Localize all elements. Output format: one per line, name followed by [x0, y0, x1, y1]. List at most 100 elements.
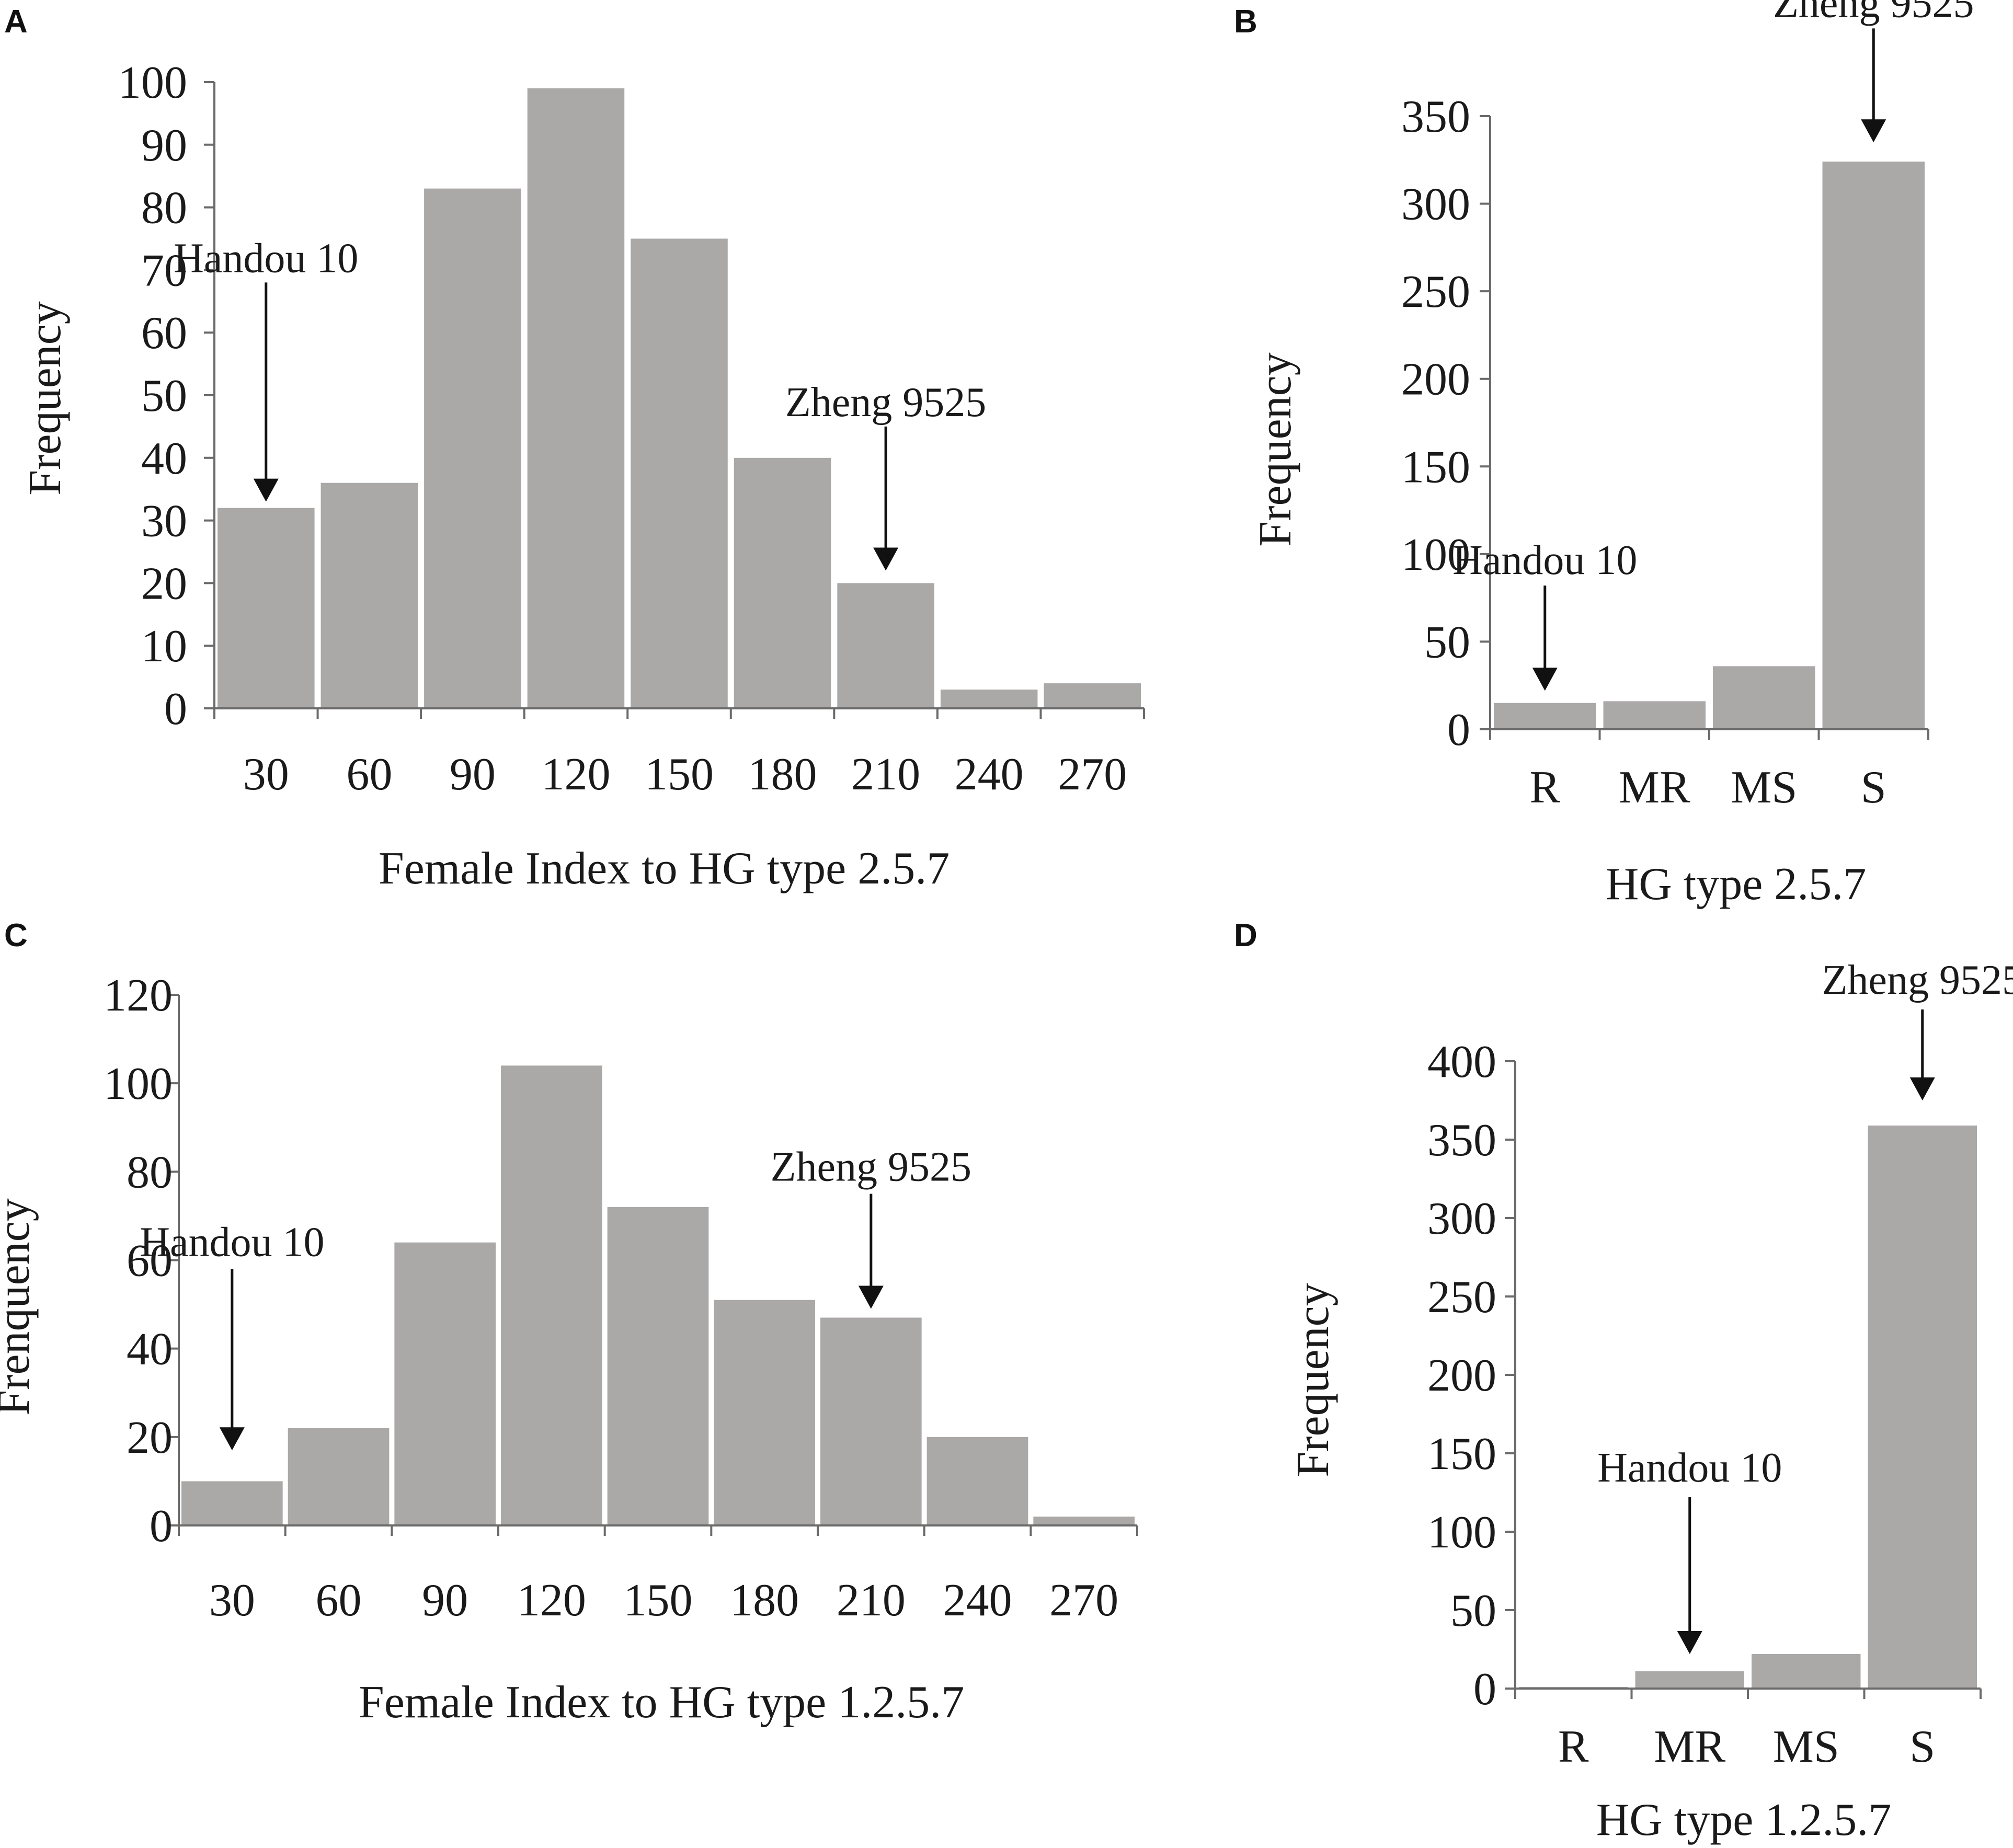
bar-c-30: [181, 1481, 283, 1525]
bar-a-270: [1044, 683, 1141, 708]
x-tick-label-c-60: 60: [316, 1575, 362, 1626]
x-tick-label-c-90: 90: [422, 1575, 468, 1626]
annotation-label-d-zheng-9525: Zheng 9525: [1822, 957, 2013, 1003]
bar-c-90: [394, 1242, 496, 1525]
y-tick-label-a-100: 100: [118, 58, 187, 108]
annotation-label-d-handou-10: Handou 10: [1597, 1445, 1782, 1491]
x-tick-label-b-MS: MS: [1731, 762, 1797, 813]
y-tick-label-a-80: 80: [141, 183, 187, 234]
annotation-label-a-zheng-9525: Zheng 9525: [785, 380, 986, 426]
bar-b-MS: [1713, 666, 1815, 729]
x-tick-label-a-30: 30: [243, 749, 289, 800]
y-tick-label-b-350: 350: [1401, 91, 1470, 142]
y-axis-title-d: Frequency: [1288, 1283, 1339, 1477]
bar-a-180: [734, 457, 831, 708]
chart-panel-d: D 0 50 100 150 200 250 300 350 400 R MR MS S HG type 1…: [1234, 917, 2013, 1845]
x-tick-label-c-150: 150: [624, 1575, 693, 1626]
x-tick-label-c-270: 270: [1049, 1575, 1118, 1626]
panel-label-b: B: [1234, 4, 1257, 40]
y-tick-label-c-0: 0: [150, 1501, 173, 1552]
annotation-arrowhead-a-zheng-9525: [873, 547, 899, 571]
panel-label-d: D: [1234, 917, 1257, 954]
bar-b-MR: [1603, 701, 1706, 729]
y-tick-label-c-100: 100: [104, 1059, 173, 1109]
y-tick-label-b-0: 0: [1447, 705, 1470, 755]
y-tick-label-d-400: 400: [1427, 1037, 1496, 1087]
x-tick-label-d-R: R: [1558, 1721, 1589, 1772]
bar-d-MS: [1752, 1654, 1861, 1689]
x-tick-label-a-120: 120: [541, 749, 610, 800]
annotation-label-c-zheng-9525: Zheng 9525: [771, 1144, 971, 1190]
x-axis-title-c: Female Index to HG type 1.2.5.7: [359, 1677, 964, 1728]
x-tick-label-c-180: 180: [730, 1575, 799, 1626]
bar-a-150: [631, 238, 728, 708]
y-tick-label-b-50: 50: [1424, 617, 1470, 668]
x-tick-label-a-90: 90: [450, 749, 496, 800]
x-axis-title-b: HG type 2.5.7: [1606, 859, 1867, 910]
y-tick-label-d-300: 300: [1427, 1193, 1496, 1244]
y-tick-label-a-60: 60: [141, 308, 187, 359]
bar-d-MR: [1635, 1671, 1744, 1689]
x-axis-title-d: HG type 1.2.5.7: [1596, 1795, 1892, 1845]
x-tick-label-c-30: 30: [209, 1575, 255, 1626]
y-tick-label-d-350: 350: [1427, 1115, 1496, 1166]
annotation-arrowhead-a-handou-10: [253, 478, 279, 502]
x-tick-label-a-270: 270: [1058, 749, 1127, 800]
y-tick-label-a-40: 40: [141, 433, 187, 484]
y-tick-label-b-150: 150: [1401, 442, 1470, 492]
annotation-label-c-handou-10: Handou 10: [140, 1219, 324, 1265]
y-tick-label-a-30: 30: [141, 496, 187, 547]
y-tick-label-b-300: 300: [1401, 179, 1470, 230]
bar-a-240: [940, 690, 1038, 708]
y-tick-label-d-200: 200: [1427, 1350, 1496, 1401]
bar-b-R: [1494, 703, 1596, 729]
bar-c-150: [607, 1207, 709, 1525]
chart-panel-c: C 0 20 40 60 80 100 120 30 60 90 120 150 180 210 240 270…: [0, 917, 1138, 1728]
bar-c-240: [927, 1437, 1028, 1525]
x-tick-label-d-S: S: [1909, 1721, 1935, 1772]
x-tick-label-a-150: 150: [645, 749, 714, 800]
annotation-label-b-zheng-9525: Zheng 9525: [1773, 0, 1974, 26]
annotation-arrowhead-d-handou-10: [1677, 1631, 1702, 1654]
bar-b-S: [1822, 162, 1925, 729]
y-tick-label-a-50: 50: [141, 371, 187, 421]
y-tick-label-b-250: 250: [1401, 267, 1470, 317]
y-tick-label-c-80: 80: [127, 1147, 173, 1198]
x-axis-title-a: Female Index to HG type 2.5.7: [379, 843, 950, 894]
y-tick-label-c-40: 40: [127, 1324, 173, 1375]
y-tick-label-b-200: 200: [1401, 354, 1470, 405]
bar-a-90: [424, 188, 521, 708]
y-tick-label-a-10: 10: [141, 621, 187, 672]
x-tick-label-a-180: 180: [748, 749, 817, 800]
y-tick-label-d-50: 50: [1450, 1586, 1496, 1636]
annotation-arrowhead-c-handou-10: [219, 1427, 245, 1451]
bar-a-210: [837, 583, 934, 708]
y-axis-title-a: Frequency: [20, 301, 71, 495]
y-axis-title-c: Frenquency: [0, 1198, 39, 1415]
x-tick-label-c-120: 120: [517, 1575, 586, 1626]
panel-label-c: C: [4, 917, 28, 954]
bar-a-120: [527, 88, 625, 709]
bar-c-60: [288, 1428, 390, 1525]
y-tick-label-a-20: 20: [141, 558, 187, 609]
annotation-label-b-handou-10: Handou 10: [1452, 537, 1637, 583]
x-tick-label-c-240: 240: [943, 1575, 1012, 1626]
chart-panel-a: A 0 10 20 30 40 50 60 70 80 90 100 30 60 90 120 150 180 21…: [4, 4, 1145, 894]
chart-panel-b: B 0 50 100 150 200 250 300 350 R MR MS S HG type 2.5.…: [1234, 0, 1974, 910]
annotation-arrowhead-c-zheng-9525: [858, 1285, 884, 1309]
y-tick-label-a-90: 90: [141, 120, 187, 171]
annotation-label-a-handou-10: Handou 10: [174, 235, 358, 281]
panel-label-a: A: [4, 4, 28, 40]
y-tick-label-a-0: 0: [164, 684, 187, 734]
annotation-arrowhead-b-zheng-9525: [1861, 119, 1886, 143]
x-tick-label-b-MR: MR: [1619, 762, 1690, 813]
x-tick-label-d-MR: MR: [1654, 1721, 1725, 1772]
y-tick-label-c-120: 120: [104, 970, 173, 1021]
annotation-arrowhead-b-handou-10: [1532, 668, 1558, 691]
y-axis-title-b: Frequency: [1250, 352, 1301, 546]
y-tick-label-d-150: 150: [1427, 1429, 1496, 1479]
bar-c-180: [714, 1300, 815, 1525]
bar-c-210: [820, 1317, 922, 1525]
